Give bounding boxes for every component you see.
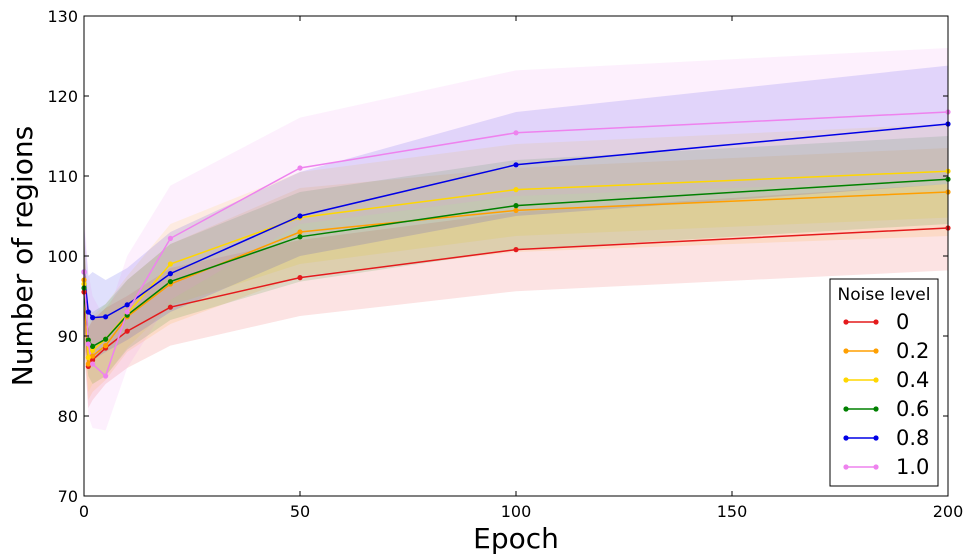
legend-marker-0.4 (843, 377, 849, 383)
confidence-bands (84, 48, 948, 431)
legend-label-0.6: 0.6 (896, 397, 929, 421)
legend-label-0.8: 0.8 (896, 426, 929, 450)
point-0.8-1 (85, 309, 91, 315)
y-axis-title: Number of regions (6, 126, 39, 386)
legend-label-0.4: 0.4 (896, 368, 929, 392)
legend-marker-1.0 (873, 464, 879, 470)
legend-label-0.2: 0.2 (896, 339, 929, 363)
point-0.2-1 (85, 361, 91, 367)
x-axis-title: Epoch (473, 522, 559, 555)
legend-marker-0.6 (873, 406, 879, 412)
legend-label-1.0: 1.0 (896, 455, 929, 479)
point-0.8-50 (297, 213, 303, 219)
point-0-100 (513, 247, 519, 253)
point-0.6-2 (90, 343, 96, 349)
x-tick-label: 100 (501, 502, 532, 521)
band-1.0 (84, 48, 948, 431)
y-tick-label: 120 (47, 87, 78, 106)
point-0.8-100 (513, 162, 519, 168)
point-0.6-100 (513, 203, 519, 209)
point-0.6-50 (297, 234, 303, 240)
point-0-50 (297, 275, 303, 281)
y-tick-label: 90 (58, 327, 78, 346)
point-1.0-2 (90, 361, 96, 367)
point-0.8-10 (124, 302, 130, 308)
legend-marker-0 (843, 319, 849, 325)
band-0 (84, 184, 948, 408)
point-0.2-5 (103, 343, 109, 349)
legend-marker-0.2 (843, 348, 849, 354)
legend-title: Noise level (838, 285, 931, 305)
point-1.0-5 (103, 373, 109, 379)
point-0-2 (90, 357, 96, 363)
legend-marker-0.4 (873, 377, 879, 383)
point-1.0-1 (85, 341, 91, 347)
point-0.2-2 (90, 353, 96, 359)
y-axis-ticks: 70 80 90 100 110 120 130 (47, 7, 948, 506)
point-0.2-100 (513, 207, 519, 213)
legend-box (829, 278, 939, 487)
point-0-20 (167, 304, 173, 310)
y-tick-label: 80 (58, 407, 78, 426)
point-0.6-1 (85, 337, 91, 343)
y-tick-label: 100 (47, 247, 78, 266)
point-1.0-10 (124, 309, 130, 315)
legend-items: 0 0.2 0.4 0.6 0.8 1.0 (843, 310, 929, 479)
point-0.8-20 (167, 271, 173, 277)
point-0.4-100 (513, 187, 519, 193)
x-axis-ticks: 0 50 100 150 200 (79, 16, 963, 521)
point-0.8-2 (90, 315, 96, 321)
point-0.6-5 (103, 336, 109, 342)
legend-label-0: 0 (896, 310, 909, 334)
x-tick-label: 200 (933, 502, 964, 521)
band-0.6 (84, 136, 948, 384)
legend-marker-0 (873, 319, 879, 325)
y-tick-label: 110 (47, 167, 78, 186)
legend-marker-0.8 (873, 435, 879, 441)
band-0.2 (84, 148, 948, 400)
point-0.4-2 (90, 347, 96, 353)
band-0.4 (84, 124, 948, 392)
point-1.0-20 (167, 235, 173, 241)
y-tick-label: 130 (47, 7, 78, 26)
legend: Noise level 0 0.2 0.4 0.6 0.8 1.0 (829, 278, 939, 487)
legend-marker-0.8 (843, 435, 849, 441)
legend-marker-1.0 (843, 464, 849, 470)
x-tick-label: 150 (717, 502, 748, 521)
point-0-10 (124, 328, 130, 334)
point-0.2-50 (297, 229, 303, 235)
point-0.4-20 (167, 261, 173, 267)
legend-marker-0.2 (873, 348, 879, 354)
point-1.0-100 (513, 130, 519, 136)
x-tick-label: 50 (290, 502, 310, 521)
legend-marker-0.6 (843, 406, 849, 412)
y-tick-label: 70 (58, 487, 78, 506)
point-1.0-50 (297, 165, 303, 171)
point-0.4-1 (85, 355, 91, 361)
point-0.8-5 (103, 314, 109, 320)
x-tick-label: 0 (79, 502, 89, 521)
point-0.6-20 (167, 279, 173, 285)
